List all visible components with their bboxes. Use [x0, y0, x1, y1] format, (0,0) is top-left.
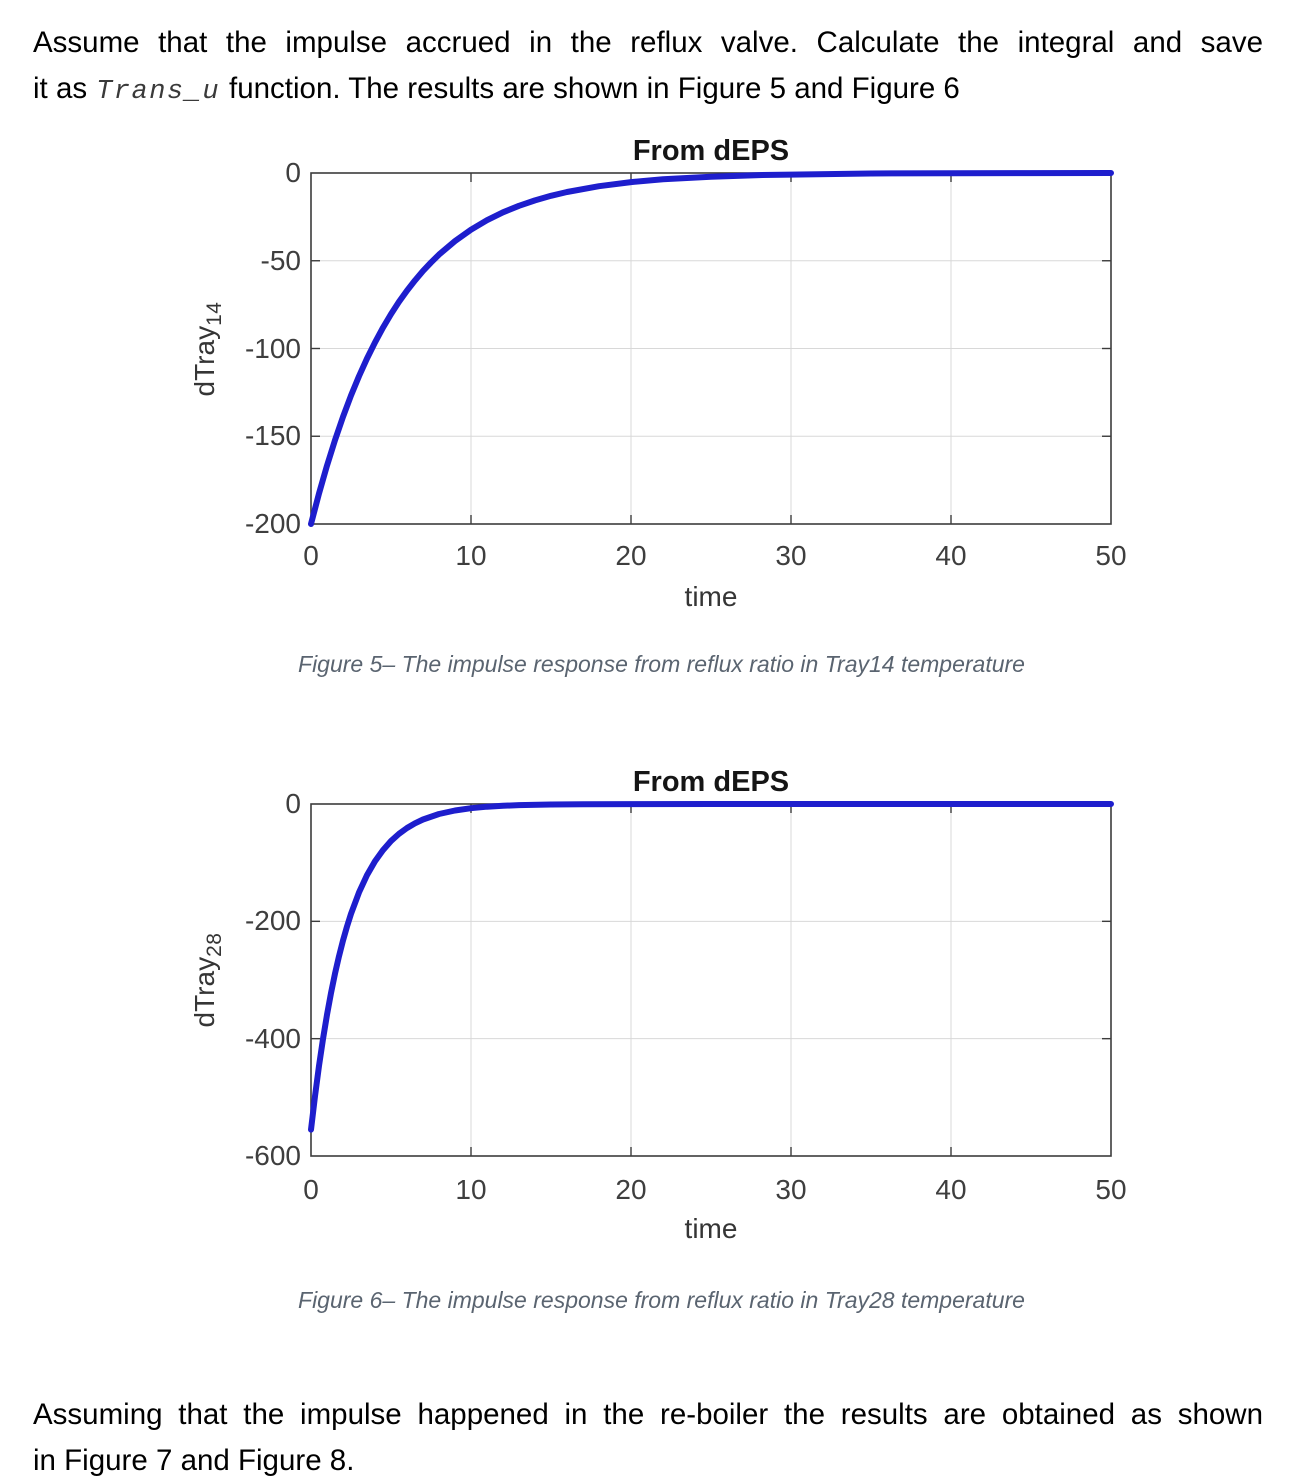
y-tick-label: 0: [285, 157, 301, 188]
intro-line-2: it as Trans_u function. The results are sh…: [33, 66, 1263, 115]
axes-box: [310, 803, 1112, 1157]
figure5-ylabel-subscript: 14: [203, 301, 226, 326]
x-tick-label: 30: [775, 540, 807, 571]
figure5-caption: Figure 5– The impulse response from refl…: [298, 651, 1025, 677]
plot-area: [308, 801, 1114, 1157]
figure5-title: From dEPS: [632, 135, 790, 167]
y-tick-label: -400: [244, 1022, 301, 1054]
impulse-response-curve: [308, 170, 1114, 527]
figure6-title: From dEPS: [632, 766, 790, 798]
intro-line-2-suffix: function. The results are shown in Figur…: [229, 72, 960, 105]
y-tick-label: -150: [244, 420, 301, 452]
y-tick-label: -100: [244, 332, 301, 364]
outro-line-2: in Figure 7 and Figure 8.: [33, 1444, 355, 1477]
x-tick-label: 40: [935, 1174, 967, 1205]
intro-line-1: Assume that the impulse accrued in the r…: [33, 26, 1263, 59]
x-tick-label: 50: [1095, 1174, 1127, 1205]
code-trans-u: Trans_u: [96, 77, 221, 107]
impulse-response-curve: [308, 801, 1114, 1133]
x-tick-label: 20: [615, 1174, 647, 1205]
figure6-ylabel-base: dTray: [189, 956, 220, 1028]
x-tick-label: 50: [1095, 540, 1127, 571]
x-tick-label: 10: [455, 540, 487, 571]
figure6-x-axis-label: time: [684, 1213, 738, 1244]
x-tick-label: 10: [455, 1174, 487, 1205]
intro-paragraph: Assume that the impulse accrued in the r…: [33, 20, 1263, 115]
y-tick-label: 0: [285, 788, 301, 819]
figure5-x-axis-label: time: [684, 581, 738, 612]
y-tick-label: -200: [244, 508, 301, 539]
plot-area: [308, 170, 1114, 527]
y-tick-label: -50: [260, 244, 301, 276]
intro-line-2-prefix: it as: [33, 72, 88, 105]
figure6-caption: Figure 6– The impulse response from refl…: [298, 1287, 1025, 1313]
x-tick-label: 0: [303, 540, 319, 571]
x-tick-label: 40: [935, 540, 967, 571]
y-tick-label: -600: [244, 1140, 301, 1171]
outro-paragraph: Assuming that the impulse happened in th…: [33, 1392, 1263, 1484]
x-tick-label: 30: [775, 1174, 807, 1205]
x-tick-label: 20: [615, 540, 647, 571]
outro-line-1: Assuming that the impulse happened in th…: [33, 1398, 1263, 1431]
y-tick-label: -200: [244, 905, 301, 937]
x-tick-label: 0: [303, 1174, 319, 1205]
figure6-y-axis-label: dTray28: [189, 933, 226, 1028]
